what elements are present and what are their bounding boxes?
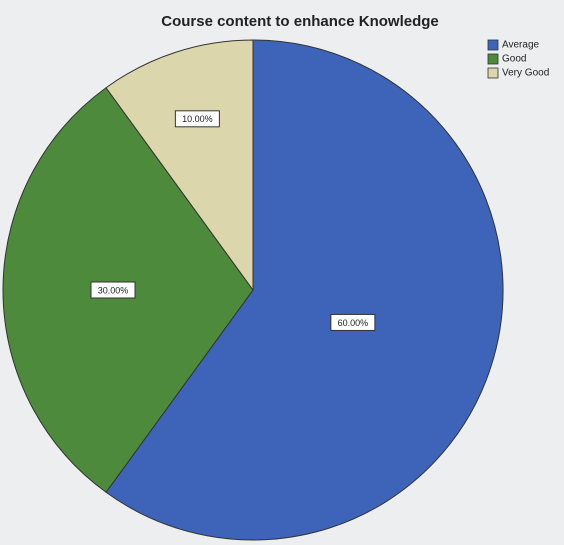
- pie-slice: [105, 39, 254, 292]
- legend-swatch: [487, 67, 499, 79]
- label-text: 10.00%: [182, 114, 213, 124]
- data-label: 30.00%: [90, 281, 136, 299]
- data-label: 60.00%: [330, 313, 376, 331]
- legend-swatch: [487, 39, 499, 51]
- pie-slice: [105, 39, 504, 541]
- label-box: [330, 313, 376, 331]
- legend-label: Very Good: [502, 68, 549, 79]
- legend-label: Average: [502, 40, 540, 51]
- data-label: 10.00%: [174, 110, 220, 128]
- label-box: [90, 281, 136, 299]
- label-text: 60.00%: [338, 318, 369, 328]
- label-box: [174, 110, 220, 128]
- chart-title: Course content to enhance Knowledge: [161, 13, 439, 30]
- label-text: 30.00%: [98, 285, 129, 295]
- legend-swatch: [487, 53, 499, 65]
- legend-label: Good: [502, 54, 526, 65]
